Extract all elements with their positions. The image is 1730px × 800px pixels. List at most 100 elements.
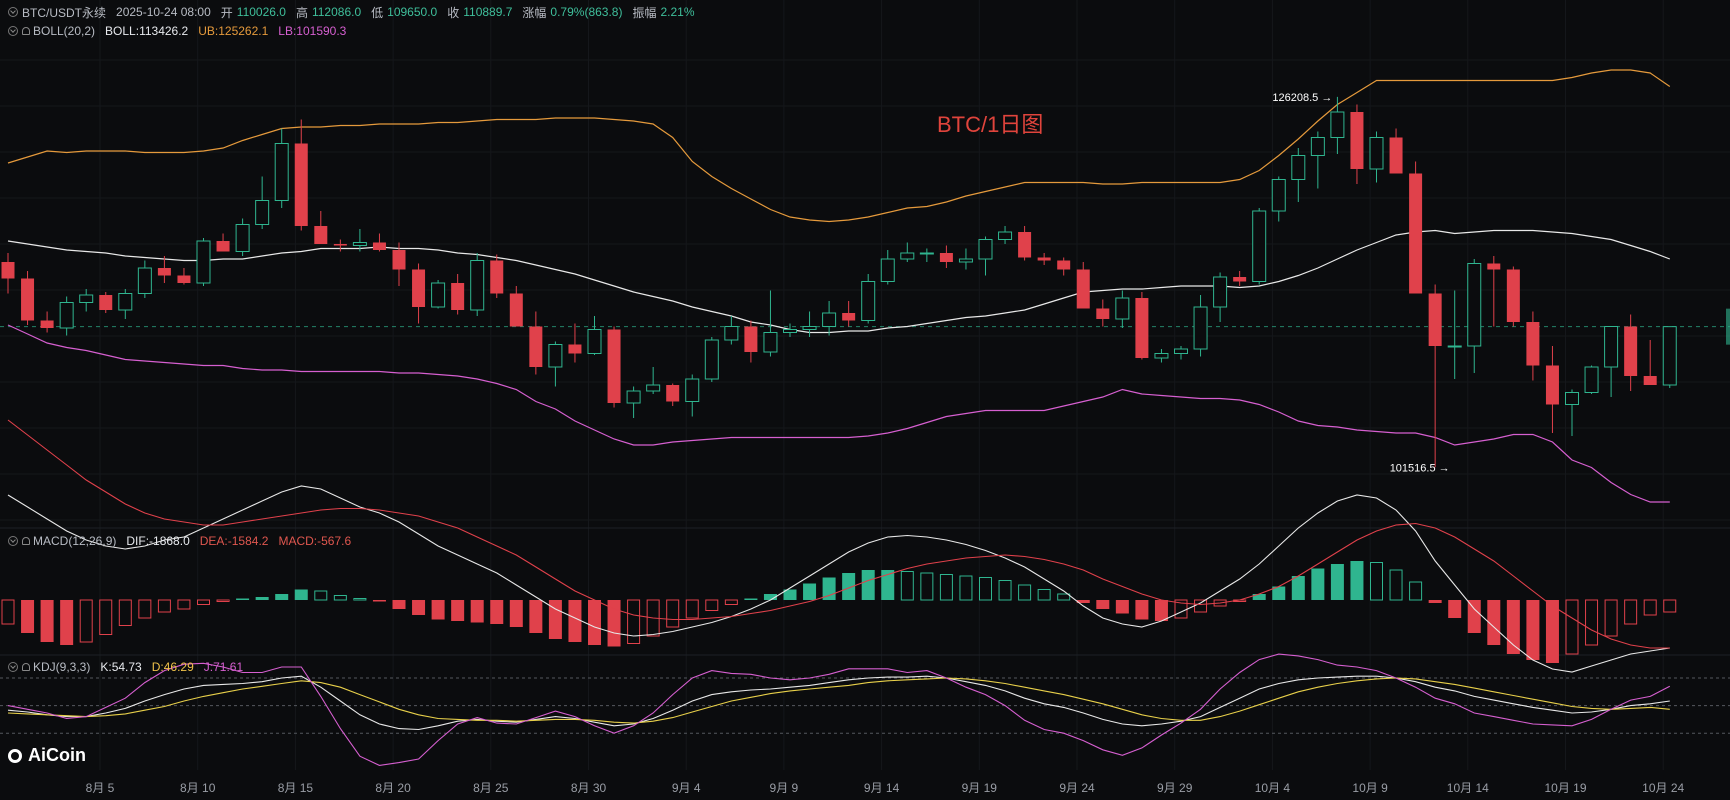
bell-icon[interactable]	[22, 27, 30, 35]
candle-body	[685, 378, 700, 402]
x-tick-label: 8月 15	[278, 781, 314, 795]
macd-bar	[548, 600, 562, 639]
candle	[352, 229, 367, 252]
macd-bar	[1663, 599, 1677, 613]
candle-body	[919, 252, 934, 255]
macd-bar	[412, 600, 426, 615]
candle	[1076, 262, 1090, 309]
candle-body	[1369, 137, 1384, 170]
symbol-label: BTC/USDT永续	[22, 5, 107, 20]
bell-icon[interactable]	[22, 537, 30, 545]
macd-histogram	[1, 561, 1677, 663]
collapse-toggle-icon[interactable]	[8, 536, 18, 546]
close-value: 110889.7	[463, 5, 513, 19]
candle-body	[235, 224, 250, 252]
aicoin-logo: AiCoin	[8, 745, 86, 766]
candle-body	[1330, 111, 1345, 138]
candle	[490, 254, 504, 298]
x-tick-label: 9月 9	[770, 781, 799, 795]
candle	[1154, 349, 1169, 363]
macd-bar	[705, 599, 719, 611]
candle-body	[1291, 155, 1306, 180]
macd-bar	[1545, 600, 1559, 663]
candle-body	[333, 244, 347, 246]
candle-body	[1174, 348, 1188, 354]
candle	[1252, 208, 1267, 285]
macd-bar	[803, 583, 817, 600]
candle-body	[372, 242, 386, 250]
candle-body	[274, 143, 289, 201]
macd-bar	[763, 594, 777, 600]
macd-bar	[724, 599, 738, 605]
candle	[274, 128, 289, 208]
open-label: 开	[220, 5, 233, 20]
candle	[294, 119, 308, 231]
grid-lines	[0, 0, 1730, 770]
macd-bar	[1467, 600, 1481, 633]
close-label: 收	[447, 5, 460, 20]
price-extreme-label: 126208.5 →	[1272, 92, 1332, 104]
x-tick-label: 8月 20	[375, 781, 411, 795]
macd-bar	[959, 575, 973, 601]
candle	[1193, 295, 1208, 357]
chart-title: BTC/1日图	[937, 112, 1044, 137]
candle	[333, 239, 347, 252]
x-tick-label: 10月 19	[1544, 781, 1586, 795]
boll-ub-line	[7, 69, 1671, 223]
macd-bar	[157, 599, 171, 613]
high-value: 112086.0	[311, 5, 362, 19]
candle-body	[783, 329, 797, 333]
candle-body	[568, 344, 582, 354]
candle-body	[99, 295, 113, 310]
candle	[724, 316, 739, 345]
candle-body	[587, 329, 602, 354]
candle-body	[216, 241, 230, 252]
macd-bar	[275, 594, 289, 600]
candle-body	[529, 326, 543, 367]
candle-body	[842, 313, 856, 321]
candle	[1428, 284, 1442, 468]
candle-body	[1506, 269, 1520, 322]
candle-body	[1271, 179, 1286, 212]
macd-bar	[1291, 576, 1305, 600]
macd-bar	[294, 589, 308, 600]
candle-body	[1154, 353, 1169, 359]
candle	[1662, 326, 1677, 388]
boll-legend: BOLL(20,2) BOLL:113426.2 UB:125262.1 LB:…	[8, 23, 350, 39]
candle	[900, 242, 915, 262]
candle	[1271, 176, 1286, 222]
candle	[685, 374, 700, 417]
candle-body	[118, 293, 133, 311]
candle-body	[1213, 276, 1228, 308]
candle	[1369, 131, 1384, 183]
candle	[372, 233, 386, 252]
collapse-toggle-icon[interactable]	[8, 662, 18, 672]
candle-body	[1643, 376, 1657, 385]
macd-bar	[1487, 600, 1501, 645]
candle-body	[1115, 297, 1130, 320]
candle-body	[1076, 269, 1090, 309]
candle-body	[255, 200, 270, 225]
candle-body	[1389, 137, 1403, 174]
macd-name: MACD(12,26,9)	[33, 534, 117, 548]
collapse-toggle-icon[interactable]	[8, 26, 18, 36]
x-tick-label: 9月 19	[962, 781, 998, 795]
macd-dif-line	[7, 485, 1670, 673]
candle-body	[763, 332, 778, 353]
candle-body	[177, 275, 191, 283]
macd-bar	[744, 598, 758, 600]
macd-legend: MACD(12,26,9) DIF:-1868.0 DEA:-1584.2 MA…	[8, 533, 355, 549]
candle	[783, 323, 797, 337]
candle	[137, 260, 152, 298]
candle-body	[704, 339, 719, 380]
candle	[1, 253, 15, 294]
candle	[998, 226, 1013, 244]
logo-icon	[8, 748, 22, 763]
candle-body	[1467, 263, 1482, 347]
x-tick-label: 8月 30	[571, 781, 607, 795]
bell-icon[interactable]	[22, 663, 30, 671]
open-value: 110026.0	[236, 5, 286, 19]
collapse-toggle-icon[interactable]	[8, 7, 18, 17]
candle	[235, 218, 250, 256]
